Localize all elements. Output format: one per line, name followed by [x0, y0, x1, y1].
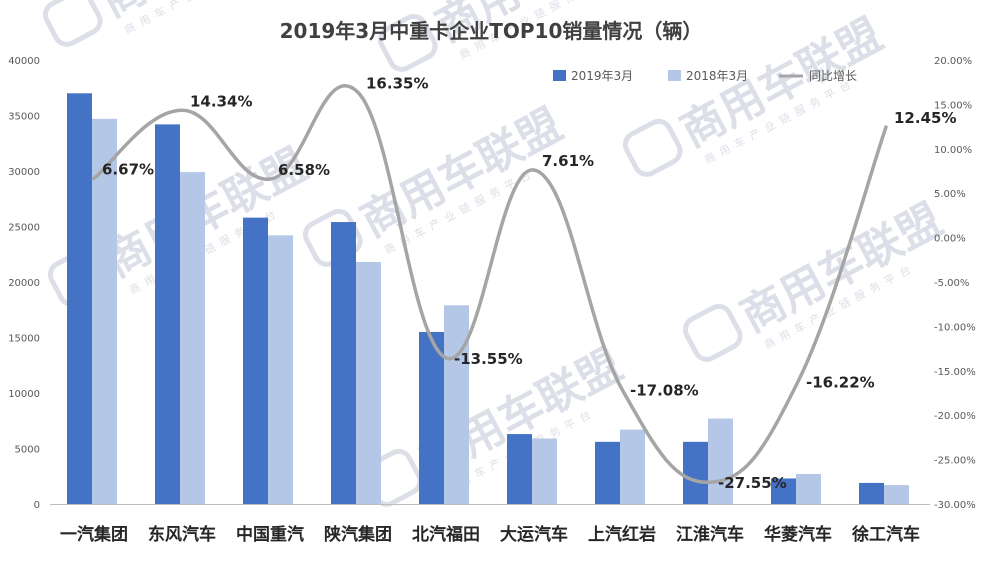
- y-right-tick-label: -30.00%: [934, 500, 976, 511]
- y-left-tick-label: 15000: [8, 334, 40, 345]
- category-label: 北汽福田: [412, 524, 480, 545]
- bar-series-2: [444, 305, 469, 504]
- bar-series-2: [180, 172, 205, 505]
- y-right-tick-label: -5.00%: [934, 278, 969, 289]
- line-data-label: 6.58%: [278, 161, 330, 179]
- legend-label: 2018年3月: [686, 69, 748, 83]
- y-left-tick-label: 0: [34, 500, 40, 511]
- y-left-tick-label: 40000: [8, 56, 40, 67]
- bar-series-2: [356, 262, 381, 504]
- bar-series-2: [268, 235, 293, 504]
- bar-series-2: [708, 418, 733, 504]
- bar-series-1: [243, 217, 268, 504]
- legend-swatch: [668, 70, 681, 81]
- bar-series-1: [683, 441, 708, 504]
- category-label: 江淮汽车: [676, 524, 744, 545]
- y-right-tick-label: 0.00%: [934, 234, 966, 245]
- bar-series-1: [331, 222, 356, 504]
- bar-series-1: [67, 93, 92, 505]
- bar-series-2: [532, 438, 557, 504]
- bar-series-1: [595, 441, 620, 504]
- legend-label: 同比增长: [809, 69, 857, 83]
- line-series-yoy-growth: [92, 84, 888, 484]
- y-left-tick-label: 35000: [8, 112, 40, 123]
- category-label: 上汽红岩: [588, 524, 656, 545]
- line-data-label: 12.45%: [894, 109, 956, 127]
- watermark-logo: [377, 13, 438, 72]
- y-left-tick-label: 20000: [8, 278, 40, 289]
- y-right-tick-label: -25.00%: [934, 456, 976, 467]
- bar-series-1: [771, 478, 796, 504]
- y-left-tick-label: 25000: [8, 223, 40, 234]
- y-left-tick-label: 10000: [8, 389, 40, 400]
- y-right-tick-label: 5.00%: [934, 189, 966, 200]
- line-data-label: -13.55%: [454, 350, 523, 368]
- category-label: 陕汽集团: [324, 524, 392, 545]
- line-data-label: -16.22%: [806, 374, 875, 392]
- chart-title: 2019年3月中重卡企业TOP10销量情况（辆）: [280, 19, 703, 43]
- bar-series-1: [155, 124, 180, 504]
- y-left-tick-label: 5000: [15, 445, 40, 456]
- bar-series-1: [419, 331, 444, 504]
- line-data-label: -27.55%: [718, 474, 787, 492]
- watermark-logo: [622, 118, 683, 177]
- line-data-label: 16.35%: [366, 74, 428, 92]
- bar-series-2: [92, 118, 117, 504]
- line-data-label: 6.67%: [102, 160, 154, 178]
- y-right-tick-label: -10.00%: [934, 322, 976, 333]
- bar-series-2: [884, 485, 909, 504]
- watermark-logo: [42, 0, 103, 47]
- category-label: 一汽集团: [60, 524, 128, 545]
- bar-series-2: [620, 429, 645, 504]
- category-label: 东风汽车: [148, 524, 216, 545]
- bar-series-1: [859, 482, 884, 504]
- bar-series-2: [796, 474, 821, 504]
- y-right-tick-label: -15.00%: [934, 367, 976, 378]
- category-label: 大运汽车: [500, 524, 568, 545]
- category-label: 中国重汽: [236, 524, 304, 545]
- y-left-tick-label: 30000: [8, 167, 40, 178]
- watermark-logo: [682, 303, 743, 362]
- y-right-tick-label: 20.00%: [934, 56, 972, 67]
- watermark-text: 商用车联盟: [672, 9, 890, 157]
- y-right-tick-label: -20.00%: [934, 411, 976, 422]
- y-right-tick-label: 15.00%: [934, 100, 972, 111]
- category-label: 华菱汽车: [764, 524, 832, 545]
- legend-swatch: [553, 70, 566, 81]
- line-data-label: -17.08%: [630, 381, 699, 399]
- legend: 2019年3月 2018年3月 同比增长: [553, 69, 857, 83]
- y-right-tick-label: 10.00%: [934, 145, 972, 156]
- line-data-label: 14.34%: [190, 92, 252, 110]
- legend-label: 2019年3月: [571, 69, 633, 83]
- line-data-label: 7.61%: [542, 152, 594, 170]
- category-label: 徐工汽车: [851, 524, 920, 545]
- bar-series-1: [507, 434, 532, 504]
